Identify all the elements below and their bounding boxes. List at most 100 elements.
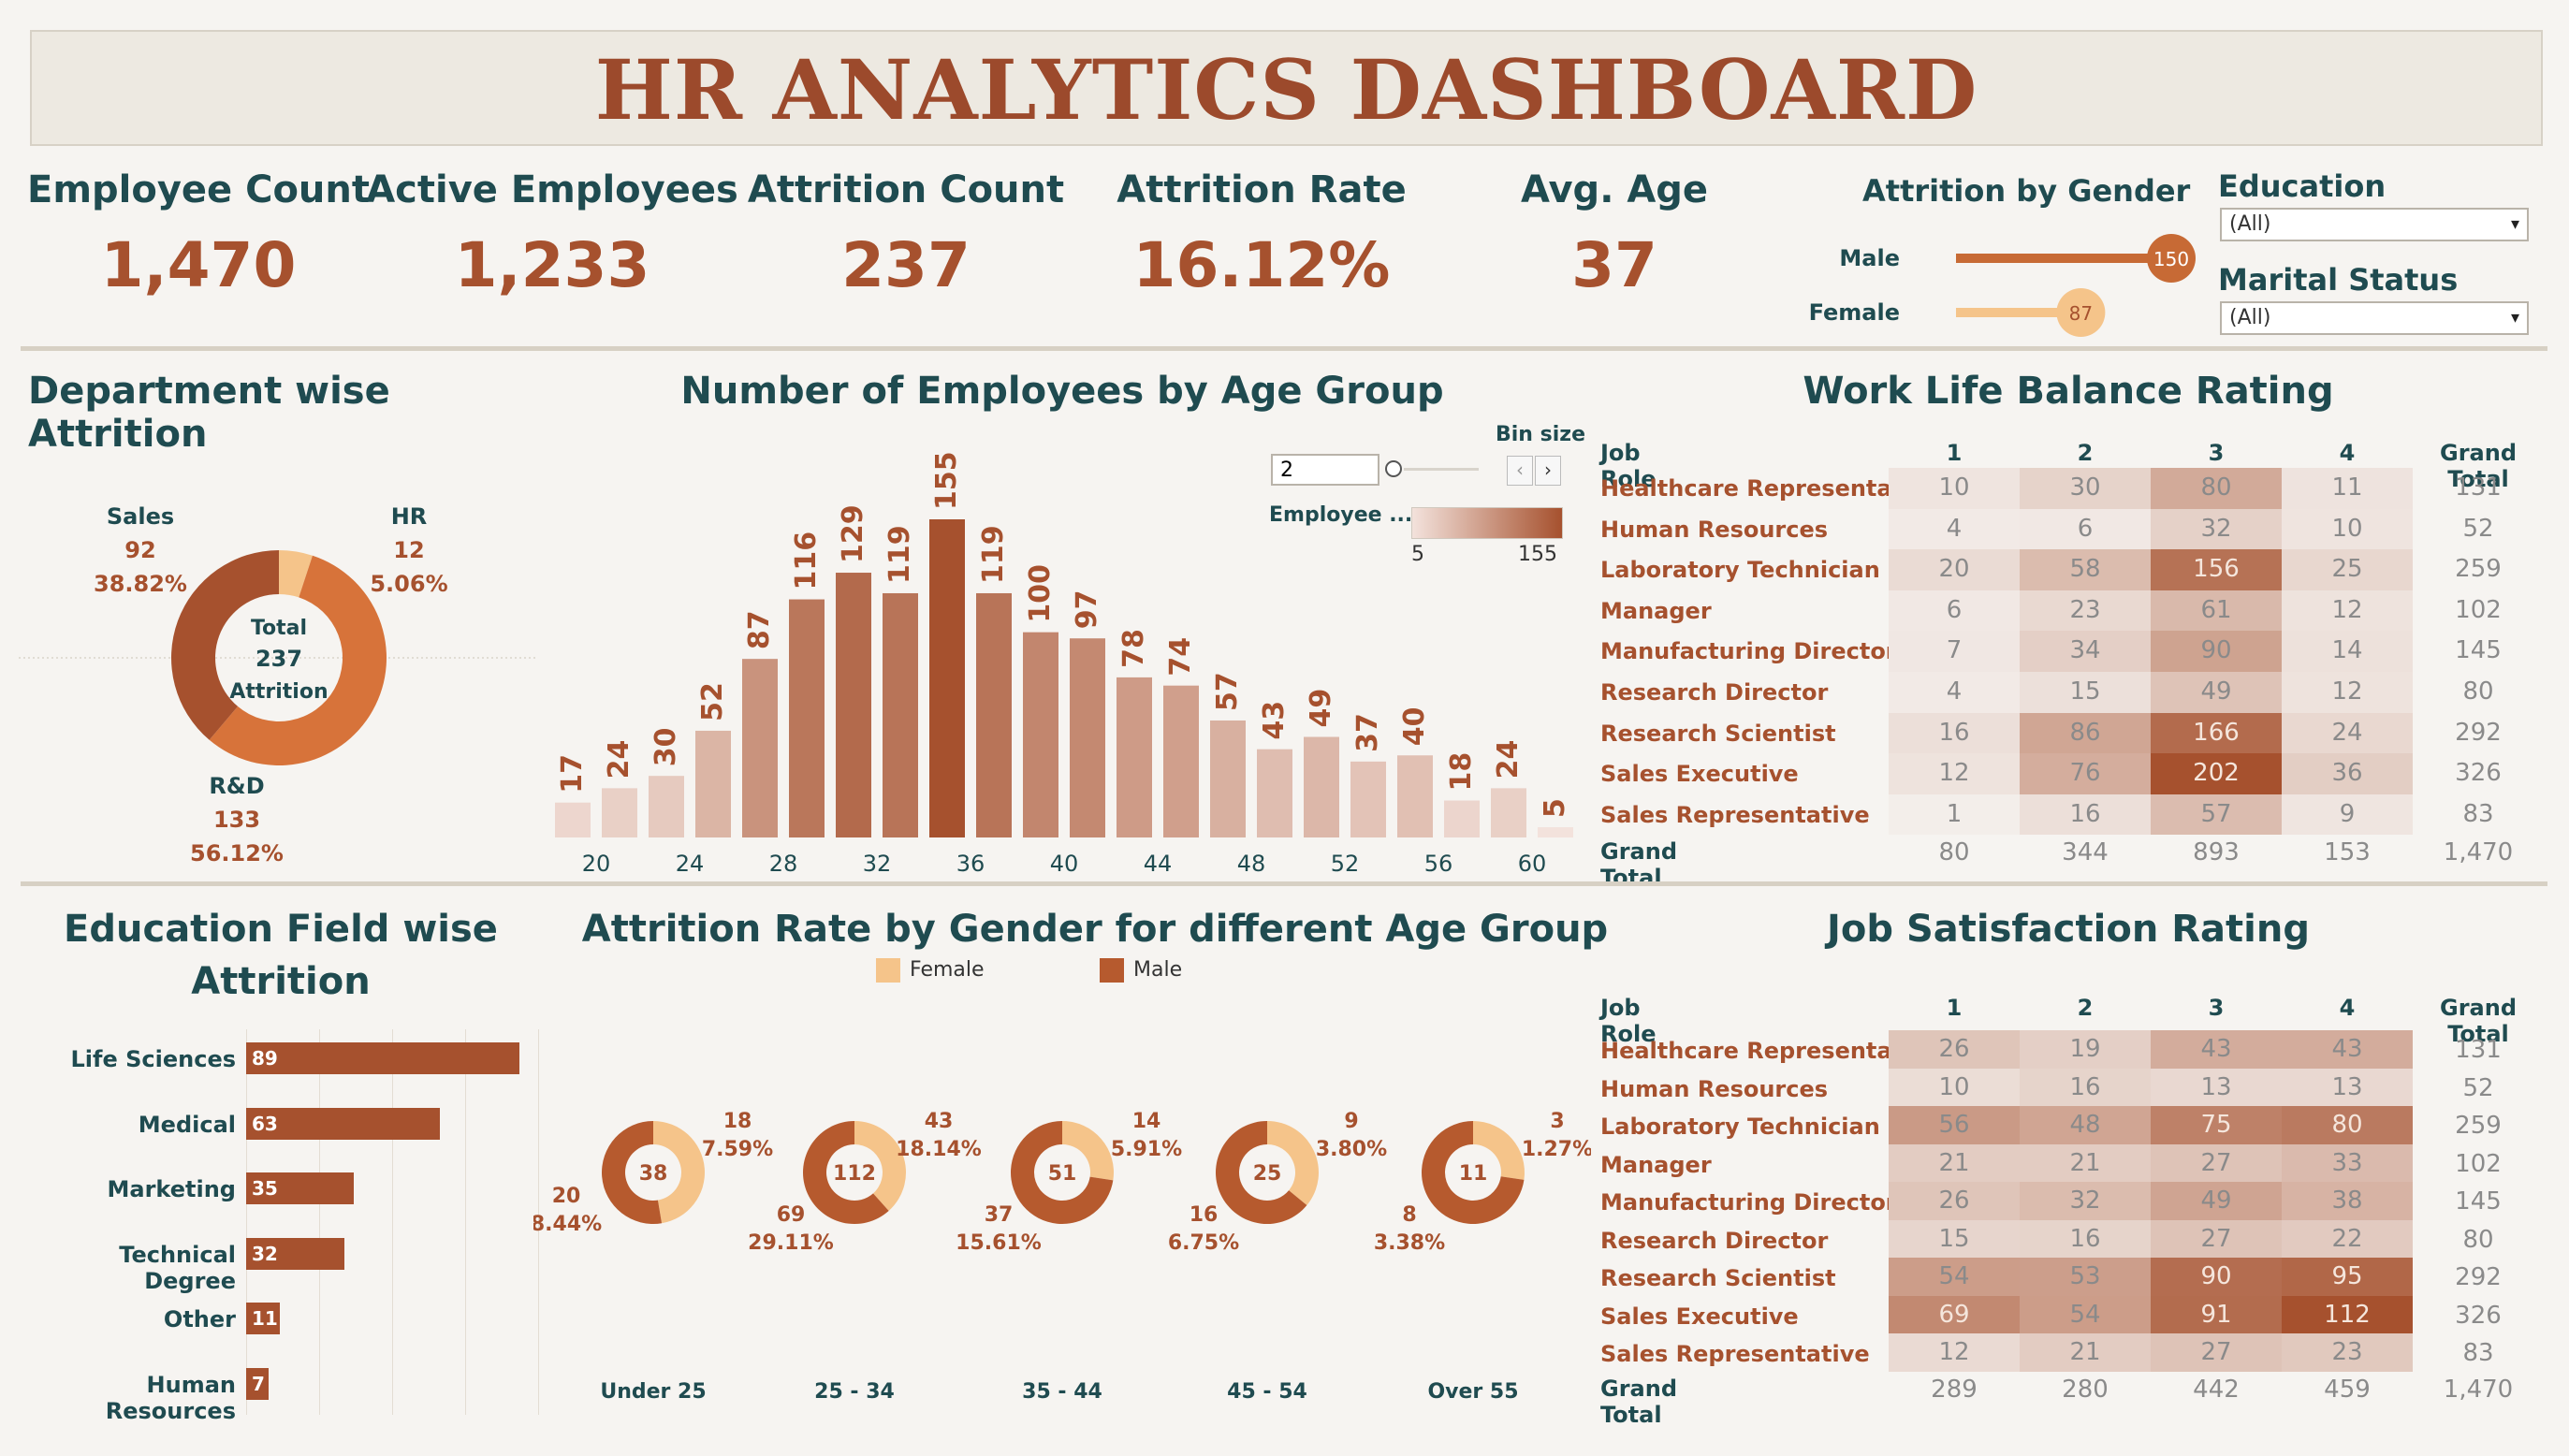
marital-filter-value: (All)	[2229, 306, 2271, 329]
male-label: Male	[1839, 245, 1900, 271]
age-bar[interactable]	[1350, 761, 1386, 837]
edu-field-title-line1: Education Field wise	[64, 908, 498, 951]
dept-slice-rd[interactable]	[209, 555, 387, 765]
age-bar[interactable]	[1491, 788, 1526, 837]
bin-size-input[interactable]: 2	[1271, 454, 1379, 486]
age-bar-label: 37	[1351, 713, 1384, 752]
female-slice[interactable]	[1062, 1121, 1114, 1181]
age-bar[interactable]	[742, 659, 778, 837]
age-bar[interactable]	[836, 573, 871, 837]
age-group-label: 25 - 34	[814, 1380, 895, 1404]
color-legend-max: 155	[1518, 543, 1557, 566]
age-group-label: 45 - 54	[1227, 1380, 1307, 1404]
bin-size-slider-track[interactable]	[1404, 468, 1479, 471]
kpi-value: 1,233	[454, 229, 650, 301]
dept-slice-hr[interactable]	[279, 550, 313, 598]
female-slice[interactable]	[1473, 1121, 1525, 1180]
heatmap-cell: 48	[2020, 1106, 2151, 1144]
age-bar[interactable]	[789, 599, 825, 837]
dept-slice-sales[interactable]	[171, 550, 279, 740]
job-role-label: Research Director	[1600, 679, 1829, 706]
age-group-label: 35 - 44	[1022, 1380, 1102, 1404]
age-bar[interactable]	[602, 788, 637, 837]
age-bar-label: 116	[790, 531, 823, 590]
edu-field-title-line2: Attrition	[191, 960, 371, 1003]
bin-size-slider-handle[interactable]	[1385, 460, 1402, 477]
male-slice[interactable]	[1216, 1121, 1307, 1224]
color-legend-gradient	[1411, 507, 1563, 539]
kpi-value: 1,470	[100, 229, 297, 301]
heatmap-cell: 25	[2282, 549, 2413, 590]
age-bar[interactable]	[1163, 685, 1199, 837]
age-group-donut[interactable]: 112	[803, 1121, 906, 1224]
age-bar[interactable]	[649, 776, 684, 837]
age-bar[interactable]	[1444, 800, 1480, 837]
age-group-donut[interactable]: 38	[602, 1121, 705, 1224]
heatmap-cell: 11	[2282, 468, 2413, 509]
chevron-right-icon[interactable]: ›	[1535, 456, 1561, 486]
male-slice[interactable]	[803, 1121, 889, 1224]
heatmap-cell: 80	[2151, 468, 2282, 509]
age-bar[interactable]	[1257, 749, 1292, 837]
age-group-donut[interactable]: 11	[1422, 1121, 1525, 1224]
dept-donut-chart: Total 237 Attrition	[19, 550, 538, 765]
education-filter[interactable]: (All) ▾	[2220, 208, 2529, 241]
edu-field-bar[interactable]: 63	[246, 1107, 440, 1140]
edu-field-label: Human Resources	[105, 1372, 236, 1424]
column-grand-total: 280	[2062, 1375, 2109, 1404]
female-slice[interactable]	[854, 1121, 906, 1212]
age-group-donut[interactable]: 25	[1216, 1121, 1319, 1224]
table-header: 1	[1946, 995, 1963, 1021]
edu-field-bar[interactable]: 89	[246, 1042, 519, 1074]
edu-field-bar[interactable]: 32	[246, 1237, 344, 1270]
column-grand-total: 459	[2324, 1375, 2371, 1404]
marital-status-filter[interactable]: (All) ▾	[2220, 301, 2529, 335]
gridline	[538, 1029, 539, 1415]
age-bar[interactable]	[929, 519, 965, 837]
row-grand-total: 102	[2455, 595, 2502, 624]
chevron-left-icon[interactable]: ‹	[1507, 456, 1533, 486]
age-bar[interactable]	[1070, 638, 1105, 837]
edu-field-label: Other	[163, 1306, 236, 1333]
age-group-label: Over 55	[1427, 1380, 1518, 1404]
age-bar[interactable]	[695, 730, 731, 837]
dept-hr-name: HR	[390, 503, 428, 530]
age-bar[interactable]	[1538, 827, 1573, 837]
male-slice[interactable]	[1011, 1121, 1114, 1224]
job-role-label: Research Scientist	[1600, 720, 1836, 747]
heatmap-cell: 16	[1889, 712, 2020, 754]
female-pct: 1.27%	[1522, 1138, 1591, 1161]
heatmap-cell: 58	[2020, 549, 2151, 590]
female-slice[interactable]	[1267, 1121, 1319, 1206]
age-group-donut[interactable]: 51	[1011, 1121, 1114, 1224]
edu-field-bar[interactable]: 11	[246, 1303, 281, 1335]
heatmap-cell: 49	[2151, 1182, 2282, 1220]
edu-field-bar[interactable]: 35	[246, 1172, 354, 1205]
age-bar[interactable]	[1117, 677, 1152, 837]
heatmap-cell: 9	[2282, 794, 2413, 836]
heatmap-cell: 32	[2020, 1182, 2151, 1220]
age-bar[interactable]	[1304, 736, 1339, 837]
age-bar[interactable]	[555, 802, 591, 837]
age-bar[interactable]	[976, 592, 1012, 837]
heatmap-cell: 80	[2282, 1106, 2413, 1144]
male-slice[interactable]	[602, 1121, 663, 1224]
donut-center-line1: Total	[251, 617, 307, 640]
heatmap-cell: 6	[1889, 590, 2020, 632]
edu-field-bar[interactable]: 7	[246, 1368, 269, 1400]
donut-center-total: 237	[255, 646, 302, 672]
male-slice[interactable]	[1422, 1121, 1525, 1224]
heatmap-cell: 12	[2282, 590, 2413, 632]
age-bar[interactable]	[883, 592, 918, 837]
row-grand-total: 80	[2462, 1225, 2494, 1254]
age-bar-label: 74	[1164, 637, 1197, 677]
age-bar[interactable]	[1023, 632, 1058, 837]
heatmap-cell: 10	[1889, 468, 2020, 509]
row-grand-total: 259	[2455, 1112, 2502, 1140]
heatmap-cell: 53	[2020, 1258, 2151, 1296]
female-slice[interactable]	[653, 1121, 705, 1224]
age-bar[interactable]	[1397, 755, 1433, 837]
age-bar[interactable]	[1210, 720, 1246, 837]
heatmap-cell: 1	[1889, 794, 2020, 836]
heatmap-cell: 27	[2151, 1333, 2282, 1372]
